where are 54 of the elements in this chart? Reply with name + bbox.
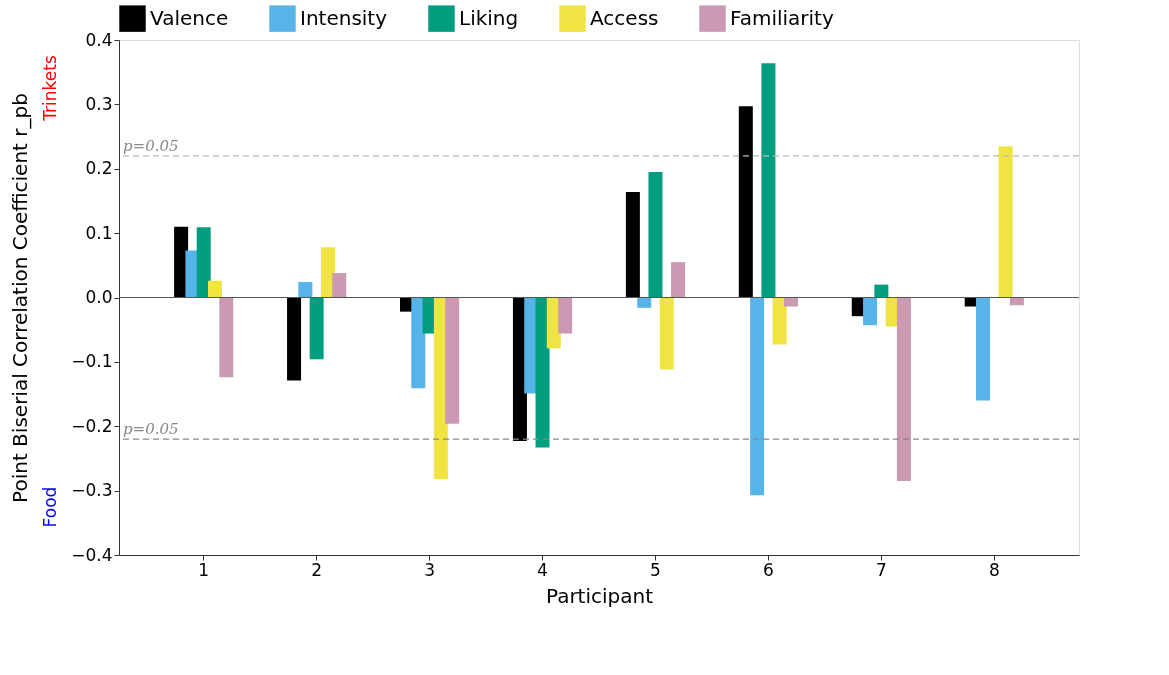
bar (896, 297, 911, 481)
y-tick-label: 0.1 (85, 222, 113, 243)
y-tick-label: 0.2 (85, 158, 113, 179)
bar (750, 297, 765, 496)
x-tick-label: 1 (198, 559, 210, 580)
bar (863, 297, 878, 326)
bar (976, 297, 990, 401)
legend-label: Valence (150, 5, 229, 30)
y-tick-label: 0.3 (85, 93, 113, 114)
text: Trinkets (40, 55, 60, 122)
bar (298, 282, 313, 298)
legend-label: Familiarity (730, 5, 834, 30)
bar (332, 273, 347, 298)
bar (309, 297, 324, 360)
legend-label: Access (590, 5, 659, 30)
bar (784, 297, 798, 307)
x-axis-title: Participant (545, 583, 654, 608)
x-tick-label: 3 (424, 559, 435, 580)
x-tick-label: 7 (875, 559, 887, 580)
legend-label: Liking (459, 5, 519, 30)
y-tick-label: 0.0 (85, 287, 113, 307)
annotation: p=0.05 (123, 420, 179, 439)
x-tick-label: 5 (650, 559, 661, 580)
annotation: p=0.05 (123, 136, 179, 155)
bar (772, 297, 787, 345)
x-tick-label: 8 (988, 559, 1000, 580)
bar (998, 146, 1013, 298)
bar (535, 297, 550, 448)
bar (445, 297, 460, 424)
bar (659, 297, 674, 370)
bar (671, 262, 686, 298)
y-tick-label: −0.3 (71, 480, 113, 501)
x-tick-label: 2 (311, 559, 323, 580)
bar (761, 63, 776, 298)
bar (411, 297, 426, 389)
text: Food (40, 486, 60, 528)
y-axis-title: Point Biserial Correlation Coefficient r_pb (8, 93, 33, 503)
bar (637, 297, 652, 308)
bar (558, 297, 573, 334)
bar (874, 284, 889, 298)
y-tick-label: −0.4 (71, 544, 113, 565)
legend-label: Intensity (300, 5, 388, 30)
bar (648, 171, 663, 298)
bar (287, 297, 302, 381)
bar (196, 227, 211, 298)
y-tick-label: −0.1 (71, 351, 113, 372)
bar (625, 191, 640, 298)
y-tick-label: −0.2 (71, 415, 113, 436)
bar (208, 280, 222, 298)
bar (219, 297, 234, 378)
x-tick-label: 6 (763, 559, 774, 580)
bar (738, 106, 753, 298)
x-tick-label: 4 (537, 559, 548, 580)
y-tick-label: 0.4 (85, 29, 113, 50)
